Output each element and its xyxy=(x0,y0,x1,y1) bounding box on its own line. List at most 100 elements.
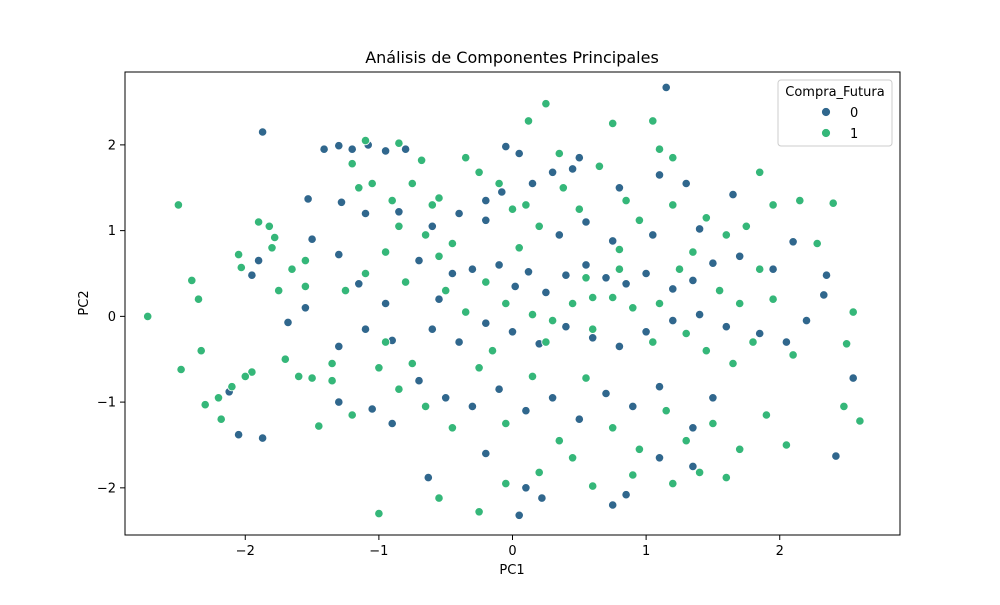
point-series-1-74 xyxy=(648,337,658,347)
point-series-0-5 xyxy=(380,146,391,156)
point-series-0-44 xyxy=(819,290,829,300)
point-series-1-115 xyxy=(407,358,417,369)
y-tick-label: −2 xyxy=(97,481,116,496)
point-series-0-76 xyxy=(547,393,558,403)
point-series-0-49 xyxy=(360,324,371,334)
point-series-1-82 xyxy=(347,410,357,420)
point-series-0-69 xyxy=(367,404,377,414)
point-series-0-57 xyxy=(588,333,598,343)
point-series-1-70 xyxy=(567,298,578,309)
point-series-1-20 xyxy=(327,358,337,369)
point-series-1-48 xyxy=(701,213,711,223)
point-series-0-83 xyxy=(423,472,433,483)
point-series-0-104 xyxy=(608,236,618,246)
point-series-0-58 xyxy=(614,341,625,351)
point-series-0-64 xyxy=(781,337,792,347)
point-series-0-1 xyxy=(319,144,329,154)
point-series-0-86 xyxy=(537,493,547,503)
point-series-0-89 xyxy=(621,490,631,500)
point-series-0-53 xyxy=(481,318,491,328)
x-axis-label: PC1 xyxy=(499,563,524,578)
point-series-1-45 xyxy=(654,144,665,154)
x-tick-label: 0 xyxy=(508,544,516,559)
legend-marker-series-0 xyxy=(821,107,831,117)
point-series-1-109 xyxy=(694,467,705,477)
point-series-0-46 xyxy=(283,317,293,327)
point-series-1-54 xyxy=(812,238,822,249)
point-series-0-48 xyxy=(334,341,344,351)
point-series-1-61 xyxy=(380,247,391,257)
point-series-1-88 xyxy=(501,418,511,429)
y-tick-label: 1 xyxy=(108,224,116,239)
point-series-0-73 xyxy=(467,401,477,411)
point-series-0-79 xyxy=(628,401,638,411)
point-series-1-104 xyxy=(534,467,544,477)
legend-label-series-0: 0 xyxy=(850,106,858,121)
point-series-1-90 xyxy=(554,436,564,446)
point-series-0-60 xyxy=(668,315,678,326)
point-series-1-66 xyxy=(481,277,491,287)
point-series-1-2 xyxy=(176,364,186,375)
point-series-1-94 xyxy=(661,406,671,416)
point-series-0-10 xyxy=(394,207,404,217)
point-series-0-7 xyxy=(303,194,313,204)
point-series-0-20 xyxy=(254,255,264,266)
point-series-1-56 xyxy=(841,339,852,349)
point-series-1-79 xyxy=(768,294,778,304)
point-series-1-107 xyxy=(628,470,638,480)
y-axis-ticks: −2 −1 0 1 2 xyxy=(97,138,125,496)
point-series-0-31 xyxy=(541,287,551,297)
point-series-1-125 xyxy=(735,298,745,309)
x-tick-label: 1 xyxy=(642,544,650,559)
point-series-0-74 xyxy=(494,384,504,394)
point-series-1-99 xyxy=(781,440,792,450)
point-series-0-95 xyxy=(574,153,584,163)
point-series-1-80 xyxy=(788,350,798,360)
point-series-0-94 xyxy=(661,82,671,93)
point-series-1-127 xyxy=(394,221,404,231)
point-series-1-119 xyxy=(541,337,551,347)
point-series-0-101 xyxy=(481,196,491,206)
point-series-1-130 xyxy=(668,153,678,163)
point-series-0-84 xyxy=(481,448,491,459)
legend-box xyxy=(777,79,893,147)
point-series-1-133 xyxy=(270,232,280,243)
point-series-0-75 xyxy=(521,406,531,416)
point-series-0-11 xyxy=(427,221,437,231)
point-series-1-17 xyxy=(300,255,310,266)
point-series-1-132 xyxy=(234,250,244,260)
point-series-1-39 xyxy=(574,204,584,214)
point-series-1-44 xyxy=(648,116,658,126)
point-series-0-41 xyxy=(768,264,778,274)
point-series-1-25 xyxy=(394,138,404,148)
point-series-0-39 xyxy=(708,258,718,268)
point-series-0-36 xyxy=(641,268,651,279)
point-series-0-56 xyxy=(561,322,571,332)
point-series-1-116 xyxy=(434,251,444,261)
point-series-1-13 xyxy=(267,243,277,253)
point-series-1-103 xyxy=(501,478,511,489)
legend-label-series-1: 1 xyxy=(850,127,858,142)
point-series-1-95 xyxy=(681,436,691,446)
point-series-0-23 xyxy=(334,250,344,260)
point-series-0-12 xyxy=(454,208,464,219)
point-series-0-35 xyxy=(621,279,631,289)
point-series-0-82 xyxy=(708,393,718,403)
point-series-1-84 xyxy=(394,384,404,394)
point-series-0-99 xyxy=(728,190,738,200)
y-tick-label: −1 xyxy=(97,396,116,411)
point-series-1-62 xyxy=(400,277,411,287)
point-series-0-9 xyxy=(360,208,371,219)
point-series-1-134 xyxy=(240,371,250,381)
point-series-1-47 xyxy=(688,247,698,257)
point-series-1-92 xyxy=(608,423,618,433)
point-series-1-24 xyxy=(387,196,397,206)
point-series-0-106 xyxy=(380,298,391,309)
point-series-0-96 xyxy=(614,183,625,193)
point-series-1-76 xyxy=(701,346,711,356)
point-series-1-73 xyxy=(628,303,638,313)
point-series-1-14 xyxy=(274,285,284,296)
point-series-0-14 xyxy=(497,187,507,197)
point-series-1-69 xyxy=(547,315,558,326)
